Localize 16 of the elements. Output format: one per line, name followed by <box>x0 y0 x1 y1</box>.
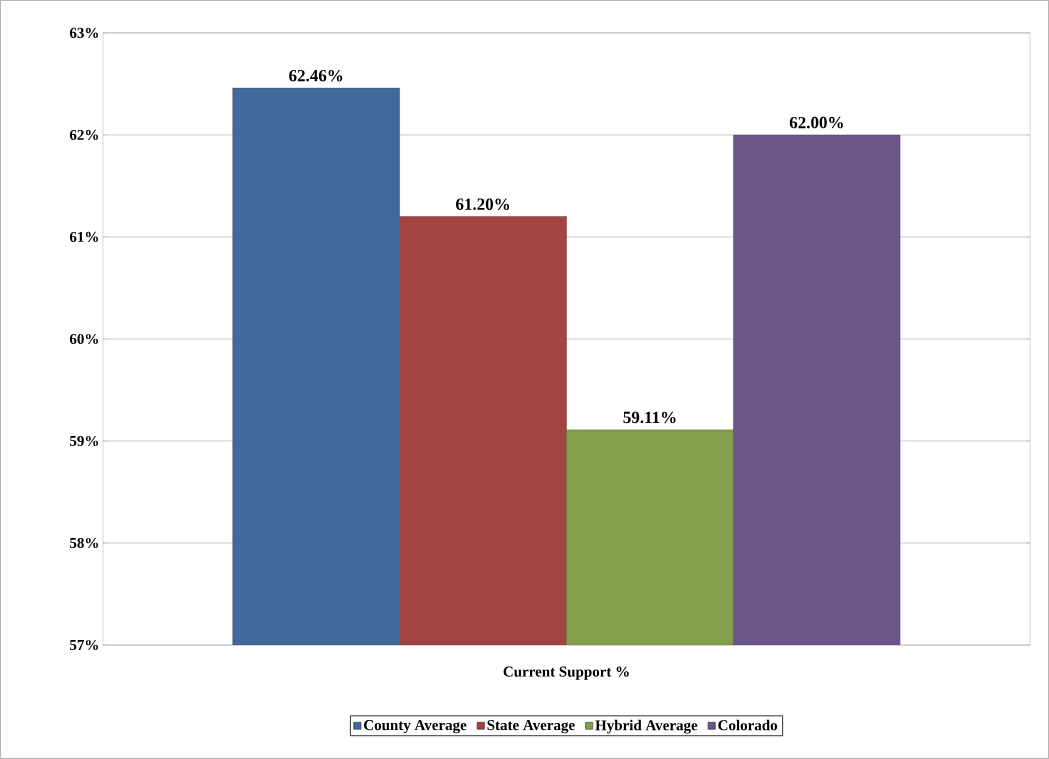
data-label: 62.00% <box>789 116 843 129</box>
y-tick-label: 59% <box>69 435 98 447</box>
legend-label: County Average <box>364 720 467 734</box>
data-label: 62.46% <box>289 69 343 82</box>
y-tick-label: 58% <box>69 537 98 549</box>
data-label: 61.20% <box>456 198 510 211</box>
y-tick-label: 60% <box>69 333 98 345</box>
y-tick-label: 63% <box>69 27 98 39</box>
y-tick-label: 57% <box>69 639 98 651</box>
data-label: 59.11% <box>623 411 676 424</box>
legend-label: Hybrid Average <box>595 719 698 734</box>
legend-label: State Average <box>487 720 575 734</box>
legend-label: Colorado <box>718 719 778 731</box>
y-tick-label: 61% <box>69 231 98 243</box>
x-tick-label: Current Support % <box>503 666 629 680</box>
y-tick-label: 62% <box>69 129 98 141</box>
